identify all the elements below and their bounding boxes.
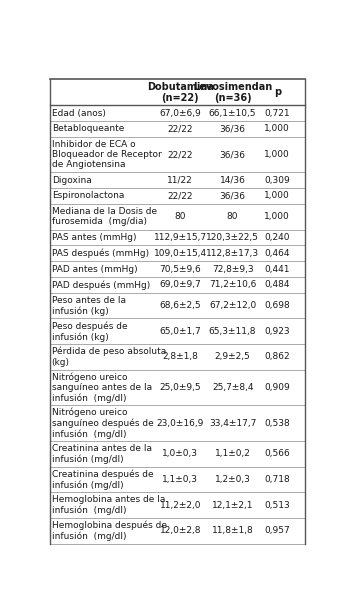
- Text: PAS después (mmHg): PAS después (mmHg): [52, 248, 149, 258]
- Text: 12,1±2,1: 12,1±2,1: [212, 501, 253, 510]
- Text: 1,000: 1,000: [264, 150, 290, 159]
- Text: 67,2±12,0: 67,2±12,0: [209, 301, 256, 310]
- Text: 23,0±16,9: 23,0±16,9: [157, 419, 204, 427]
- Text: Peso después de
infusión (kg): Peso después de infusión (kg): [52, 321, 127, 341]
- Text: Dobutamina
(n=22): Dobutamina (n=22): [147, 82, 214, 103]
- Text: Hemoglobina después de
infusión  (mg/dl): Hemoglobina después de infusión (mg/dl): [52, 520, 167, 541]
- Text: 11,8±1,8: 11,8±1,8: [212, 526, 253, 535]
- Text: Betabloqueante: Betabloqueante: [52, 124, 124, 133]
- Text: 25,7±8,4: 25,7±8,4: [212, 383, 253, 392]
- Text: 1,1±0,3: 1,1±0,3: [162, 475, 198, 484]
- Text: 2,9±2,5: 2,9±2,5: [215, 352, 250, 362]
- Text: Digoxina: Digoxina: [52, 176, 91, 184]
- Text: 11,2±2,0: 11,2±2,0: [159, 501, 201, 510]
- Text: PAD antes (mmHg): PAD antes (mmHg): [52, 264, 137, 274]
- Text: 14/36: 14/36: [220, 176, 246, 184]
- Text: 112,8±17,3: 112,8±17,3: [206, 248, 259, 258]
- Text: 1,1±0,2: 1,1±0,2: [215, 449, 250, 458]
- Text: Edad (anos): Edad (anos): [52, 109, 106, 117]
- Text: 80: 80: [227, 212, 238, 221]
- Text: 0,862: 0,862: [264, 352, 290, 362]
- Text: Creatinina después de
infusión (mg/dl): Creatinina después de infusión (mg/dl): [52, 469, 153, 490]
- Text: Mediana de la Dosis de
furosemida  (mg/dia): Mediana de la Dosis de furosemida (mg/di…: [52, 207, 157, 226]
- Text: 67,0±6,9: 67,0±6,9: [159, 109, 201, 117]
- Text: PAD después (mmHg): PAD después (mmHg): [52, 280, 150, 290]
- Text: 1,000: 1,000: [264, 124, 290, 133]
- Text: 0,538: 0,538: [264, 419, 290, 427]
- Text: 71,2±10,6: 71,2±10,6: [209, 280, 256, 290]
- Text: 25,0±9,5: 25,0±9,5: [159, 383, 201, 392]
- Text: Espironolactona: Espironolactona: [52, 191, 124, 200]
- Text: Pérdida de peso absoluta
(kg): Pérdida de peso absoluta (kg): [52, 347, 166, 367]
- Text: 1,000: 1,000: [264, 191, 290, 200]
- Text: 2,8±1,8: 2,8±1,8: [162, 352, 198, 362]
- Text: 0,566: 0,566: [264, 449, 290, 458]
- Text: 65,3±11,8: 65,3±11,8: [209, 327, 256, 336]
- Text: 0,923: 0,923: [264, 327, 290, 336]
- Text: 80: 80: [175, 212, 186, 221]
- Text: Peso antes de la
infusión (kg): Peso antes de la infusión (kg): [52, 296, 126, 315]
- Text: 0,464: 0,464: [264, 248, 290, 258]
- Text: 33,4±17,7: 33,4±17,7: [209, 419, 256, 427]
- Text: 68,6±2,5: 68,6±2,5: [159, 301, 201, 310]
- Text: 22/22: 22/22: [168, 150, 193, 159]
- Text: Creatinina antes de la
infusión (mg/dl): Creatinina antes de la infusión (mg/dl): [52, 443, 152, 464]
- Text: p: p: [274, 87, 281, 97]
- Text: 0,441: 0,441: [264, 264, 290, 274]
- Text: 0,909: 0,909: [264, 383, 290, 392]
- Text: Nitrógeno ureico
sanguíneo antes de la
infusión  (mg/dl): Nitrógeno ureico sanguíneo antes de la i…: [52, 372, 152, 403]
- Text: 112,9±15,7: 112,9±15,7: [154, 233, 207, 242]
- Text: 22/22: 22/22: [168, 191, 193, 200]
- Text: PAS antes (mmHg): PAS antes (mmHg): [52, 233, 136, 242]
- Text: 1,0±0,3: 1,0±0,3: [162, 449, 198, 458]
- Text: Hemoglobina antes de la
infusión  (mg/dl): Hemoglobina antes de la infusión (mg/dl): [52, 495, 165, 515]
- Text: Nitrógeno ureico
sanguíneo después de
infusión  (mg/dl): Nitrógeno ureico sanguíneo después de in…: [52, 407, 153, 439]
- Text: 36/36: 36/36: [220, 191, 246, 200]
- Text: 36/36: 36/36: [220, 124, 246, 133]
- Text: 109,0±15,4: 109,0±15,4: [154, 248, 207, 258]
- Text: 0,513: 0,513: [264, 501, 290, 510]
- Text: 72,8±9,3: 72,8±9,3: [212, 264, 253, 274]
- Text: 65,0±1,7: 65,0±1,7: [159, 327, 201, 336]
- Text: 1,000: 1,000: [264, 212, 290, 221]
- Text: 12,0±2,8: 12,0±2,8: [159, 526, 201, 535]
- Text: 11/22: 11/22: [167, 176, 193, 184]
- Text: 66,1±10,5: 66,1±10,5: [209, 109, 256, 117]
- Text: Inhibidor de ECA o
Bloqueador de Receptor
de Angiotensina: Inhibidor de ECA o Bloqueador de Recepto…: [52, 140, 162, 169]
- Text: 0,309: 0,309: [264, 176, 290, 184]
- Text: 22/22: 22/22: [168, 124, 193, 133]
- Text: Levosimendan
(n=36): Levosimendan (n=36): [193, 82, 272, 103]
- Text: 1,2±0,3: 1,2±0,3: [215, 475, 250, 484]
- Text: 0,718: 0,718: [264, 475, 290, 484]
- Text: 0,721: 0,721: [264, 109, 290, 117]
- Text: 120,3±22,5: 120,3±22,5: [206, 233, 259, 242]
- Text: 0,240: 0,240: [264, 233, 290, 242]
- Text: 70,5±9,6: 70,5±9,6: [159, 264, 201, 274]
- Text: 0,957: 0,957: [264, 526, 290, 535]
- Text: 69,0±9,7: 69,0±9,7: [159, 280, 201, 290]
- Text: 36/36: 36/36: [220, 150, 246, 159]
- Text: 0,698: 0,698: [264, 301, 290, 310]
- Text: 0,484: 0,484: [264, 280, 290, 290]
